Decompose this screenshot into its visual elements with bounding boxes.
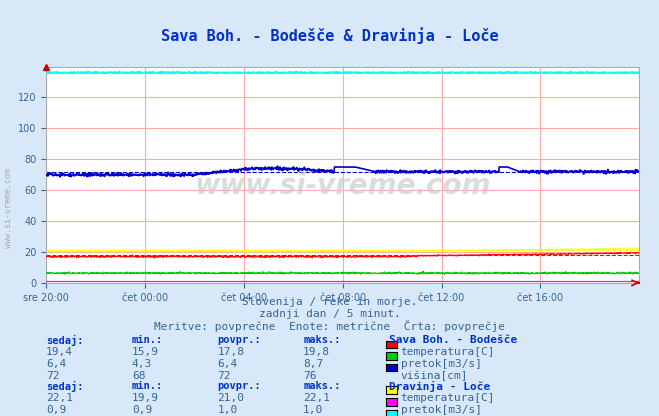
- Text: višina[cm]: višina[cm]: [401, 371, 468, 381]
- Text: 19,8: 19,8: [303, 347, 330, 357]
- Text: zadnji dan / 5 minut.: zadnji dan / 5 minut.: [258, 309, 401, 319]
- Text: pretok[m3/s]: pretok[m3/s]: [401, 405, 482, 415]
- Text: Slovenija / reke in morje.: Slovenija / reke in morje.: [242, 297, 417, 307]
- Text: maks.:: maks.:: [303, 335, 341, 345]
- Text: Sava Boh. - Bodešče & Dravinja - Loče: Sava Boh. - Bodešče & Dravinja - Loče: [161, 27, 498, 44]
- Text: 6,4: 6,4: [46, 359, 67, 369]
- Text: 6,4: 6,4: [217, 359, 238, 369]
- Text: 19,4: 19,4: [46, 347, 73, 357]
- Text: pretok[m3/s]: pretok[m3/s]: [401, 359, 482, 369]
- Text: 21,0: 21,0: [217, 393, 244, 403]
- Text: 1,0: 1,0: [303, 405, 324, 415]
- Text: povpr.:: povpr.:: [217, 381, 261, 391]
- Text: min.:: min.:: [132, 335, 163, 345]
- Text: Meritve: povprečne  Enote: metrične  Črta: povprečje: Meritve: povprečne Enote: metrične Črta:…: [154, 320, 505, 332]
- Text: 1,0: 1,0: [217, 405, 238, 415]
- Text: 72: 72: [217, 371, 231, 381]
- Text: 4,3: 4,3: [132, 359, 152, 369]
- Text: sedaj:: sedaj:: [46, 381, 84, 392]
- Text: Dravinja - Loče: Dravinja - Loče: [389, 381, 490, 392]
- Text: 8,7: 8,7: [303, 359, 324, 369]
- Text: 76: 76: [303, 371, 316, 381]
- Text: www.si-vreme.com: www.si-vreme.com: [194, 171, 491, 200]
- Text: 22,1: 22,1: [46, 393, 73, 403]
- Text: temperatura[C]: temperatura[C]: [401, 347, 495, 357]
- Text: 0,9: 0,9: [132, 405, 152, 415]
- Text: www.si-vreme.com: www.si-vreme.com: [4, 168, 13, 248]
- Text: povpr.:: povpr.:: [217, 335, 261, 345]
- Text: 17,8: 17,8: [217, 347, 244, 357]
- Text: 0,9: 0,9: [46, 405, 67, 415]
- Text: 68: 68: [132, 371, 145, 381]
- Text: maks.:: maks.:: [303, 381, 341, 391]
- Text: temperatura[C]: temperatura[C]: [401, 393, 495, 403]
- Text: 19,9: 19,9: [132, 393, 159, 403]
- Text: 72: 72: [46, 371, 59, 381]
- Text: 22,1: 22,1: [303, 393, 330, 403]
- Text: Sava Boh. - Bodešče: Sava Boh. - Bodešče: [389, 335, 517, 345]
- Text: 15,9: 15,9: [132, 347, 159, 357]
- Text: min.:: min.:: [132, 381, 163, 391]
- Text: sedaj:: sedaj:: [46, 335, 84, 346]
